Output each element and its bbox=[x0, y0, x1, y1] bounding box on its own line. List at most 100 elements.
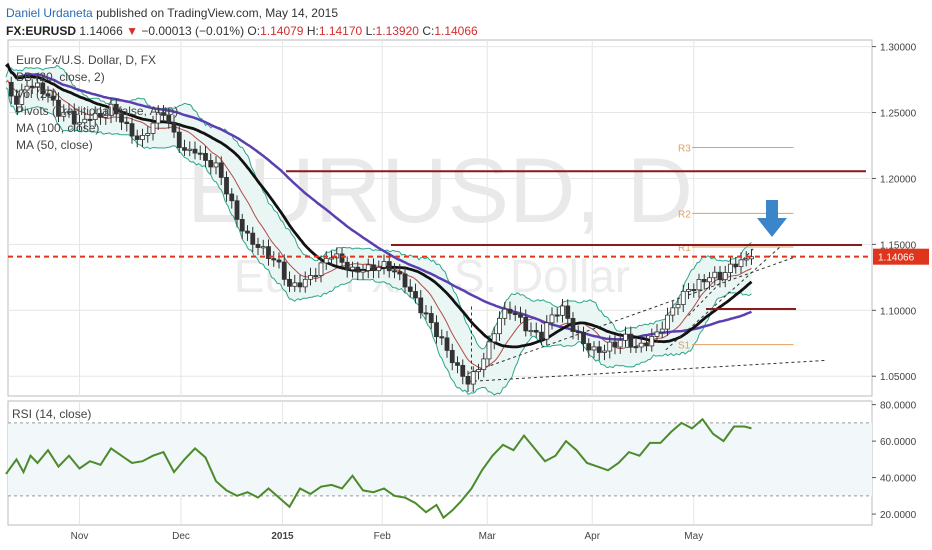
candle-body bbox=[213, 162, 219, 168]
candle-body bbox=[596, 346, 602, 353]
candle-body bbox=[255, 243, 261, 248]
candle-body bbox=[350, 266, 355, 271]
candle-body bbox=[581, 331, 586, 344]
candle-body bbox=[617, 339, 623, 348]
candle-body bbox=[281, 261, 287, 280]
time-tick-label: Apr bbox=[584, 531, 600, 542]
candle-body bbox=[413, 291, 418, 299]
candle-body bbox=[481, 358, 487, 370]
candle-body bbox=[707, 277, 712, 283]
publish-line: Daniel Urdaneta published on TradingView… bbox=[6, 4, 478, 22]
candle-body bbox=[56, 99, 61, 117]
rsi-legend[interactable]: RSI (14, close) bbox=[12, 407, 92, 421]
high-value: 1.14170 bbox=[318, 24, 363, 38]
arrow-down-icon bbox=[757, 200, 787, 237]
candle-body bbox=[192, 148, 198, 154]
trend-line bbox=[665, 246, 781, 351]
candle-body bbox=[717, 271, 723, 281]
candle-body bbox=[302, 278, 308, 288]
candle-body bbox=[365, 264, 371, 271]
candle-body bbox=[313, 275, 319, 278]
candle-body bbox=[497, 317, 502, 335]
candle-body bbox=[523, 316, 529, 332]
candle-body bbox=[675, 304, 681, 309]
candle-body bbox=[518, 314, 523, 318]
price-tick-label: 1.30000 bbox=[880, 43, 917, 54]
candle-body bbox=[119, 113, 124, 123]
rsi-panel: 80.0000 60.0000 40.0000 20.0000 bbox=[5, 401, 917, 521]
time-tick-label: Feb bbox=[374, 531, 392, 542]
last-price: 1.14066 bbox=[79, 24, 123, 38]
candle-body bbox=[250, 232, 256, 245]
candle-body bbox=[82, 118, 88, 124]
time-axis: Nov Dec 2015 Feb Mar Apr May bbox=[71, 531, 704, 542]
candle-body bbox=[418, 297, 424, 314]
legend-ma100[interactable]: MA (100, close) bbox=[16, 121, 100, 135]
candle-body bbox=[402, 273, 408, 288]
candle-body bbox=[644, 342, 649, 347]
candle-body bbox=[297, 282, 303, 288]
legend-ma50[interactable]: MA (50, close) bbox=[16, 138, 93, 152]
candle-body bbox=[129, 123, 135, 137]
price-pane-frame bbox=[7, 39, 873, 397]
candle-body bbox=[203, 152, 208, 161]
candle-body bbox=[649, 336, 655, 347]
candle-body bbox=[386, 261, 392, 272]
candle-body bbox=[512, 312, 518, 316]
candle-body bbox=[575, 331, 581, 334]
candle-body bbox=[260, 246, 266, 249]
published-text: published on TradingView.com, May 14, 20… bbox=[96, 6, 338, 20]
candle-body bbox=[659, 328, 665, 333]
candle-body bbox=[376, 266, 382, 272]
candle-body bbox=[633, 346, 639, 349]
rsi-line bbox=[5, 417, 752, 520]
candle-body bbox=[245, 230, 250, 234]
candle-body bbox=[665, 314, 670, 330]
current-price-label: 1.14066 bbox=[878, 253, 915, 264]
high-label: H: bbox=[306, 24, 319, 38]
candle-body bbox=[444, 337, 450, 351]
candle-body bbox=[113, 103, 119, 115]
candle-body bbox=[29, 85, 35, 88]
legend-symbol[interactable]: Euro Fx/U.S. Dollar, D, FX bbox=[16, 53, 157, 67]
author-link[interactable]: Daniel Urdaneta bbox=[6, 6, 93, 20]
legend-pivots[interactable]: Pivots (Traditional, false, Auto) bbox=[16, 104, 179, 118]
candle-body bbox=[686, 289, 691, 292]
candle-body bbox=[654, 331, 660, 337]
candle-body bbox=[749, 256, 754, 260]
candle-body bbox=[533, 330, 539, 333]
candle-body bbox=[407, 286, 413, 292]
candle-body bbox=[428, 313, 434, 324]
candle-body bbox=[234, 200, 240, 220]
candle-body bbox=[397, 271, 403, 275]
candle-body bbox=[743, 258, 749, 261]
candle-body bbox=[591, 346, 597, 351]
price-tick-label: 1.05000 bbox=[880, 372, 917, 383]
candle-body bbox=[87, 118, 93, 121]
candle-body bbox=[560, 305, 565, 316]
legend-volume[interactable]: Vol (20) bbox=[16, 87, 58, 101]
pivot-label: R3 bbox=[678, 143, 691, 154]
candle-body bbox=[623, 333, 628, 341]
candle-body bbox=[670, 307, 676, 316]
candle-body bbox=[465, 375, 471, 385]
candle-body bbox=[733, 263, 739, 268]
candle-body bbox=[182, 147, 187, 151]
candle-body bbox=[176, 131, 182, 149]
candle-body bbox=[224, 177, 229, 195]
candle-body bbox=[171, 122, 177, 133]
legend-bb[interactable]: BB (20, close, 2) bbox=[16, 70, 105, 84]
candle-body bbox=[124, 121, 130, 125]
candle-body bbox=[712, 271, 718, 279]
candle-body bbox=[392, 270, 397, 273]
candle-body bbox=[602, 350, 607, 353]
candle-body bbox=[371, 264, 376, 272]
candle-body bbox=[71, 110, 77, 125]
candle-body bbox=[145, 133, 151, 136]
trend-line bbox=[467, 359, 827, 382]
candle-body bbox=[344, 261, 350, 271]
candle-body bbox=[19, 89, 25, 105]
candle-body bbox=[197, 152, 203, 155]
price-tick-label: 1.25000 bbox=[880, 109, 917, 120]
